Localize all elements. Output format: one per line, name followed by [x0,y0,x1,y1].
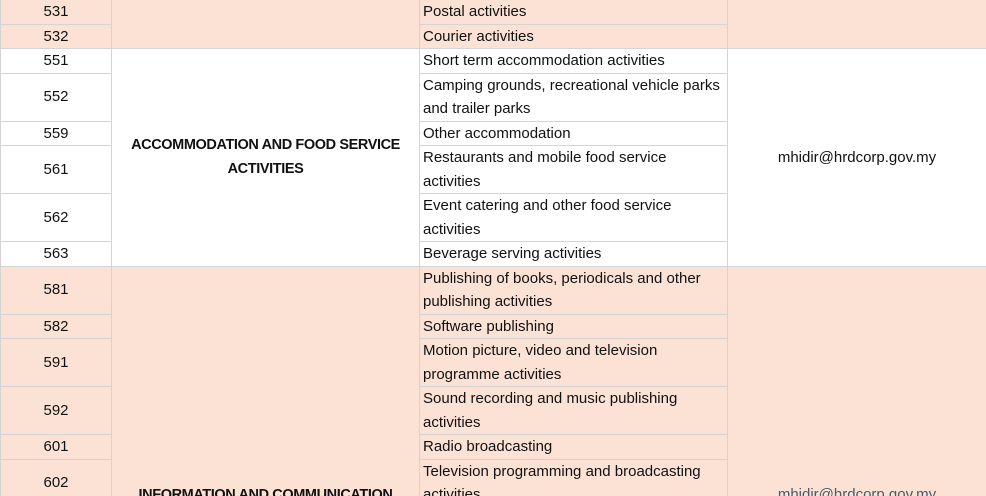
row: 563 Beverage serving activities [0,241,986,267]
row-group: 551 ACCOMMODATION AND FOOD SERVICE ACTIVI… [0,48,986,267]
sector-label: ACCOMMODATION AND FOOD SERVICE ACTIVITIE… [131,137,400,178]
description-cell: Television programming and broadcasting … [419,458,728,496]
code-cell: 581 [0,265,112,315]
description-cell: Sound recording and music publishing act… [419,386,728,435]
code-cell: 601 [0,434,112,460]
description-cell: Restaurants and mobile food service acti… [419,145,728,194]
code-cell: 591 [0,338,112,387]
code-cell: 592 [0,386,112,435]
code-cell: 552 [0,72,112,122]
description-cell: Beverage serving activities [419,241,728,267]
code-cell: 563 [0,241,112,267]
description-cell: Other accommodation [419,120,728,146]
row: 601 Radio broadcasting [0,434,986,460]
row-group: 531 Postal activities 532 Courier activitie… [0,0,986,49]
sector-cell: ACCOMMODATION AND FOOD SERVICE ACTIVITIE… [111,48,420,267]
row-group: 581 INFORMATION AND COMMUNICATION Publishi… [0,265,986,496]
code-cell: 532 [0,23,112,49]
description-cell: Publishing of books, periodicals and oth… [419,265,728,315]
description-cell: Motion picture, video and television pro… [419,338,728,387]
row: 602 Television programming and broadcasti… [0,458,986,496]
description-cell: Postal activities [419,0,728,25]
description-cell: Radio broadcasting [419,434,728,460]
code-cell: 559 [0,120,112,146]
code-cell: 561 [0,145,112,194]
row: 532 Courier activities [0,23,986,49]
sector-cell [111,0,420,49]
row: 581 INFORMATION AND COMMUNICATION Publishi… [0,265,986,496]
sector-cell: INFORMATION AND COMMUNICATION [111,265,420,496]
description-cell: Short term accommodation activities [419,48,728,74]
row: 582 Software publishing [0,313,986,339]
description-cell: Courier activities [419,23,728,49]
code-cell: 582 [0,313,112,339]
description-cell: Camping grounds, recreational vehicle pa… [419,72,728,122]
row: 592 Sound recording and music publishing … [0,386,986,435]
description-cell: Software publishing [419,313,728,339]
row: 591 Motion picture, video and television … [0,338,986,387]
code-cell: 531 [0,0,112,25]
code-cell: 562 [0,193,112,242]
code-cell: 602 [0,458,112,496]
sector-label: INFORMATION AND COMMUNICATION [138,486,393,496]
email-cell [727,0,986,49]
row: 552 Camping grounds, recreational vehicle… [0,72,986,122]
email-text: mhidir@hrdcorp.gov.my [777,486,937,496]
row: 559 Other accommodation [0,120,986,146]
code-cell: 551 [0,48,112,74]
row: 562 Event catering and other food service… [0,193,986,242]
email-cell: mhidir@hrdcorp.gov.my [727,48,986,267]
email-text: mhidir@hrdcorp.gov.my [777,148,937,166]
row: 531 Postal activities [0,0,986,49]
email-cell: mhidir@hrdcorp.gov.my [727,265,986,496]
row: 551 ACCOMMODATION AND FOOD SERVICE ACTIVI… [0,48,986,267]
description-cell: Event catering and other food service ac… [419,193,728,242]
